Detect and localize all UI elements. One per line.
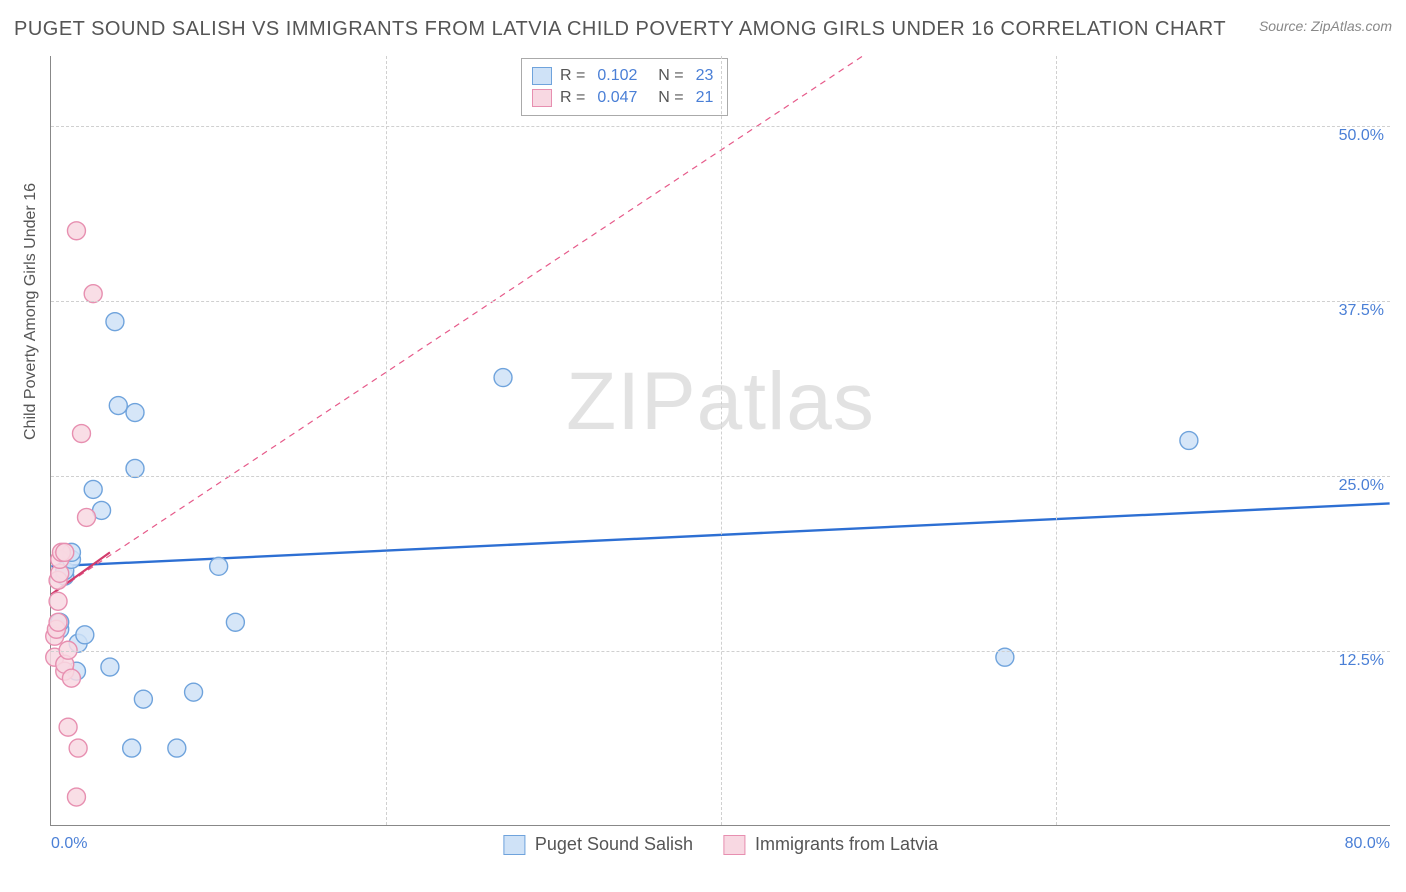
data-point xyxy=(67,788,85,806)
series-swatch xyxy=(723,835,745,855)
data-point xyxy=(59,718,77,736)
legend-r-label: R = xyxy=(560,89,585,107)
legend-n-label: N = xyxy=(649,89,683,107)
data-point xyxy=(78,508,96,526)
y-axis-label: Child Poverty Among Girls Under 16 xyxy=(22,183,40,440)
series-legend: Puget Sound Salish Immigrants from Latvia xyxy=(503,834,938,855)
data-point xyxy=(49,592,67,610)
source-label: Source: ZipAtlas.com xyxy=(1259,18,1392,34)
gridline-v xyxy=(721,56,722,825)
legend-r-value: 0.102 xyxy=(597,67,637,85)
data-point xyxy=(1180,432,1198,450)
legend-n-value: 23 xyxy=(696,67,714,85)
gridline-v xyxy=(386,56,387,825)
data-point xyxy=(56,543,74,561)
y-tick-label: 37.5% xyxy=(1339,302,1384,320)
gridline-v xyxy=(1056,56,1057,825)
legend-row: R = 0.047 N = 21 xyxy=(532,87,717,109)
data-point xyxy=(210,557,228,575)
series-swatch xyxy=(503,835,525,855)
data-point xyxy=(69,739,87,757)
legend-n-value: 21 xyxy=(696,89,714,107)
legend-swatch xyxy=(532,67,552,85)
data-point xyxy=(49,613,67,631)
data-point xyxy=(101,658,119,676)
data-point xyxy=(76,626,94,644)
data-point xyxy=(226,613,244,631)
legend-swatch xyxy=(532,89,552,107)
data-point xyxy=(126,459,144,477)
series-name: Immigrants from Latvia xyxy=(755,834,938,855)
data-point xyxy=(72,425,90,443)
data-point xyxy=(109,397,127,415)
series-legend-item: Immigrants from Latvia xyxy=(723,834,938,855)
correlation-legend: R = 0.102 N = 23 R = 0.047 N = 21 xyxy=(521,58,728,116)
data-point xyxy=(62,669,80,687)
data-point xyxy=(168,739,186,757)
data-point xyxy=(123,739,141,757)
x-tick-label: 80.0% xyxy=(1345,835,1390,853)
legend-r-value: 0.047 xyxy=(597,89,637,107)
data-point xyxy=(67,222,85,240)
series-legend-item: Puget Sound Salish xyxy=(503,834,693,855)
data-point xyxy=(84,285,102,303)
data-point xyxy=(494,369,512,387)
data-point xyxy=(126,404,144,422)
series-name: Puget Sound Salish xyxy=(535,834,693,855)
legend-r-label: R = xyxy=(560,67,585,85)
y-tick-label: 50.0% xyxy=(1339,127,1384,145)
chart-title: PUGET SOUND SALISH VS IMMIGRANTS FROM LA… xyxy=(14,18,1226,41)
data-point xyxy=(185,683,203,701)
y-tick-label: 25.0% xyxy=(1339,477,1384,495)
data-point xyxy=(134,690,152,708)
legend-n-label: N = xyxy=(649,67,683,85)
legend-row: R = 0.102 N = 23 xyxy=(532,65,717,87)
data-point xyxy=(106,313,124,331)
plot-area: ZIPatlas R =0.102 N =23R =0.047 N =21 Pu… xyxy=(50,56,1390,826)
y-tick-label: 12.5% xyxy=(1339,652,1384,670)
data-point xyxy=(84,480,102,498)
x-tick-label: 0.0% xyxy=(51,835,87,853)
